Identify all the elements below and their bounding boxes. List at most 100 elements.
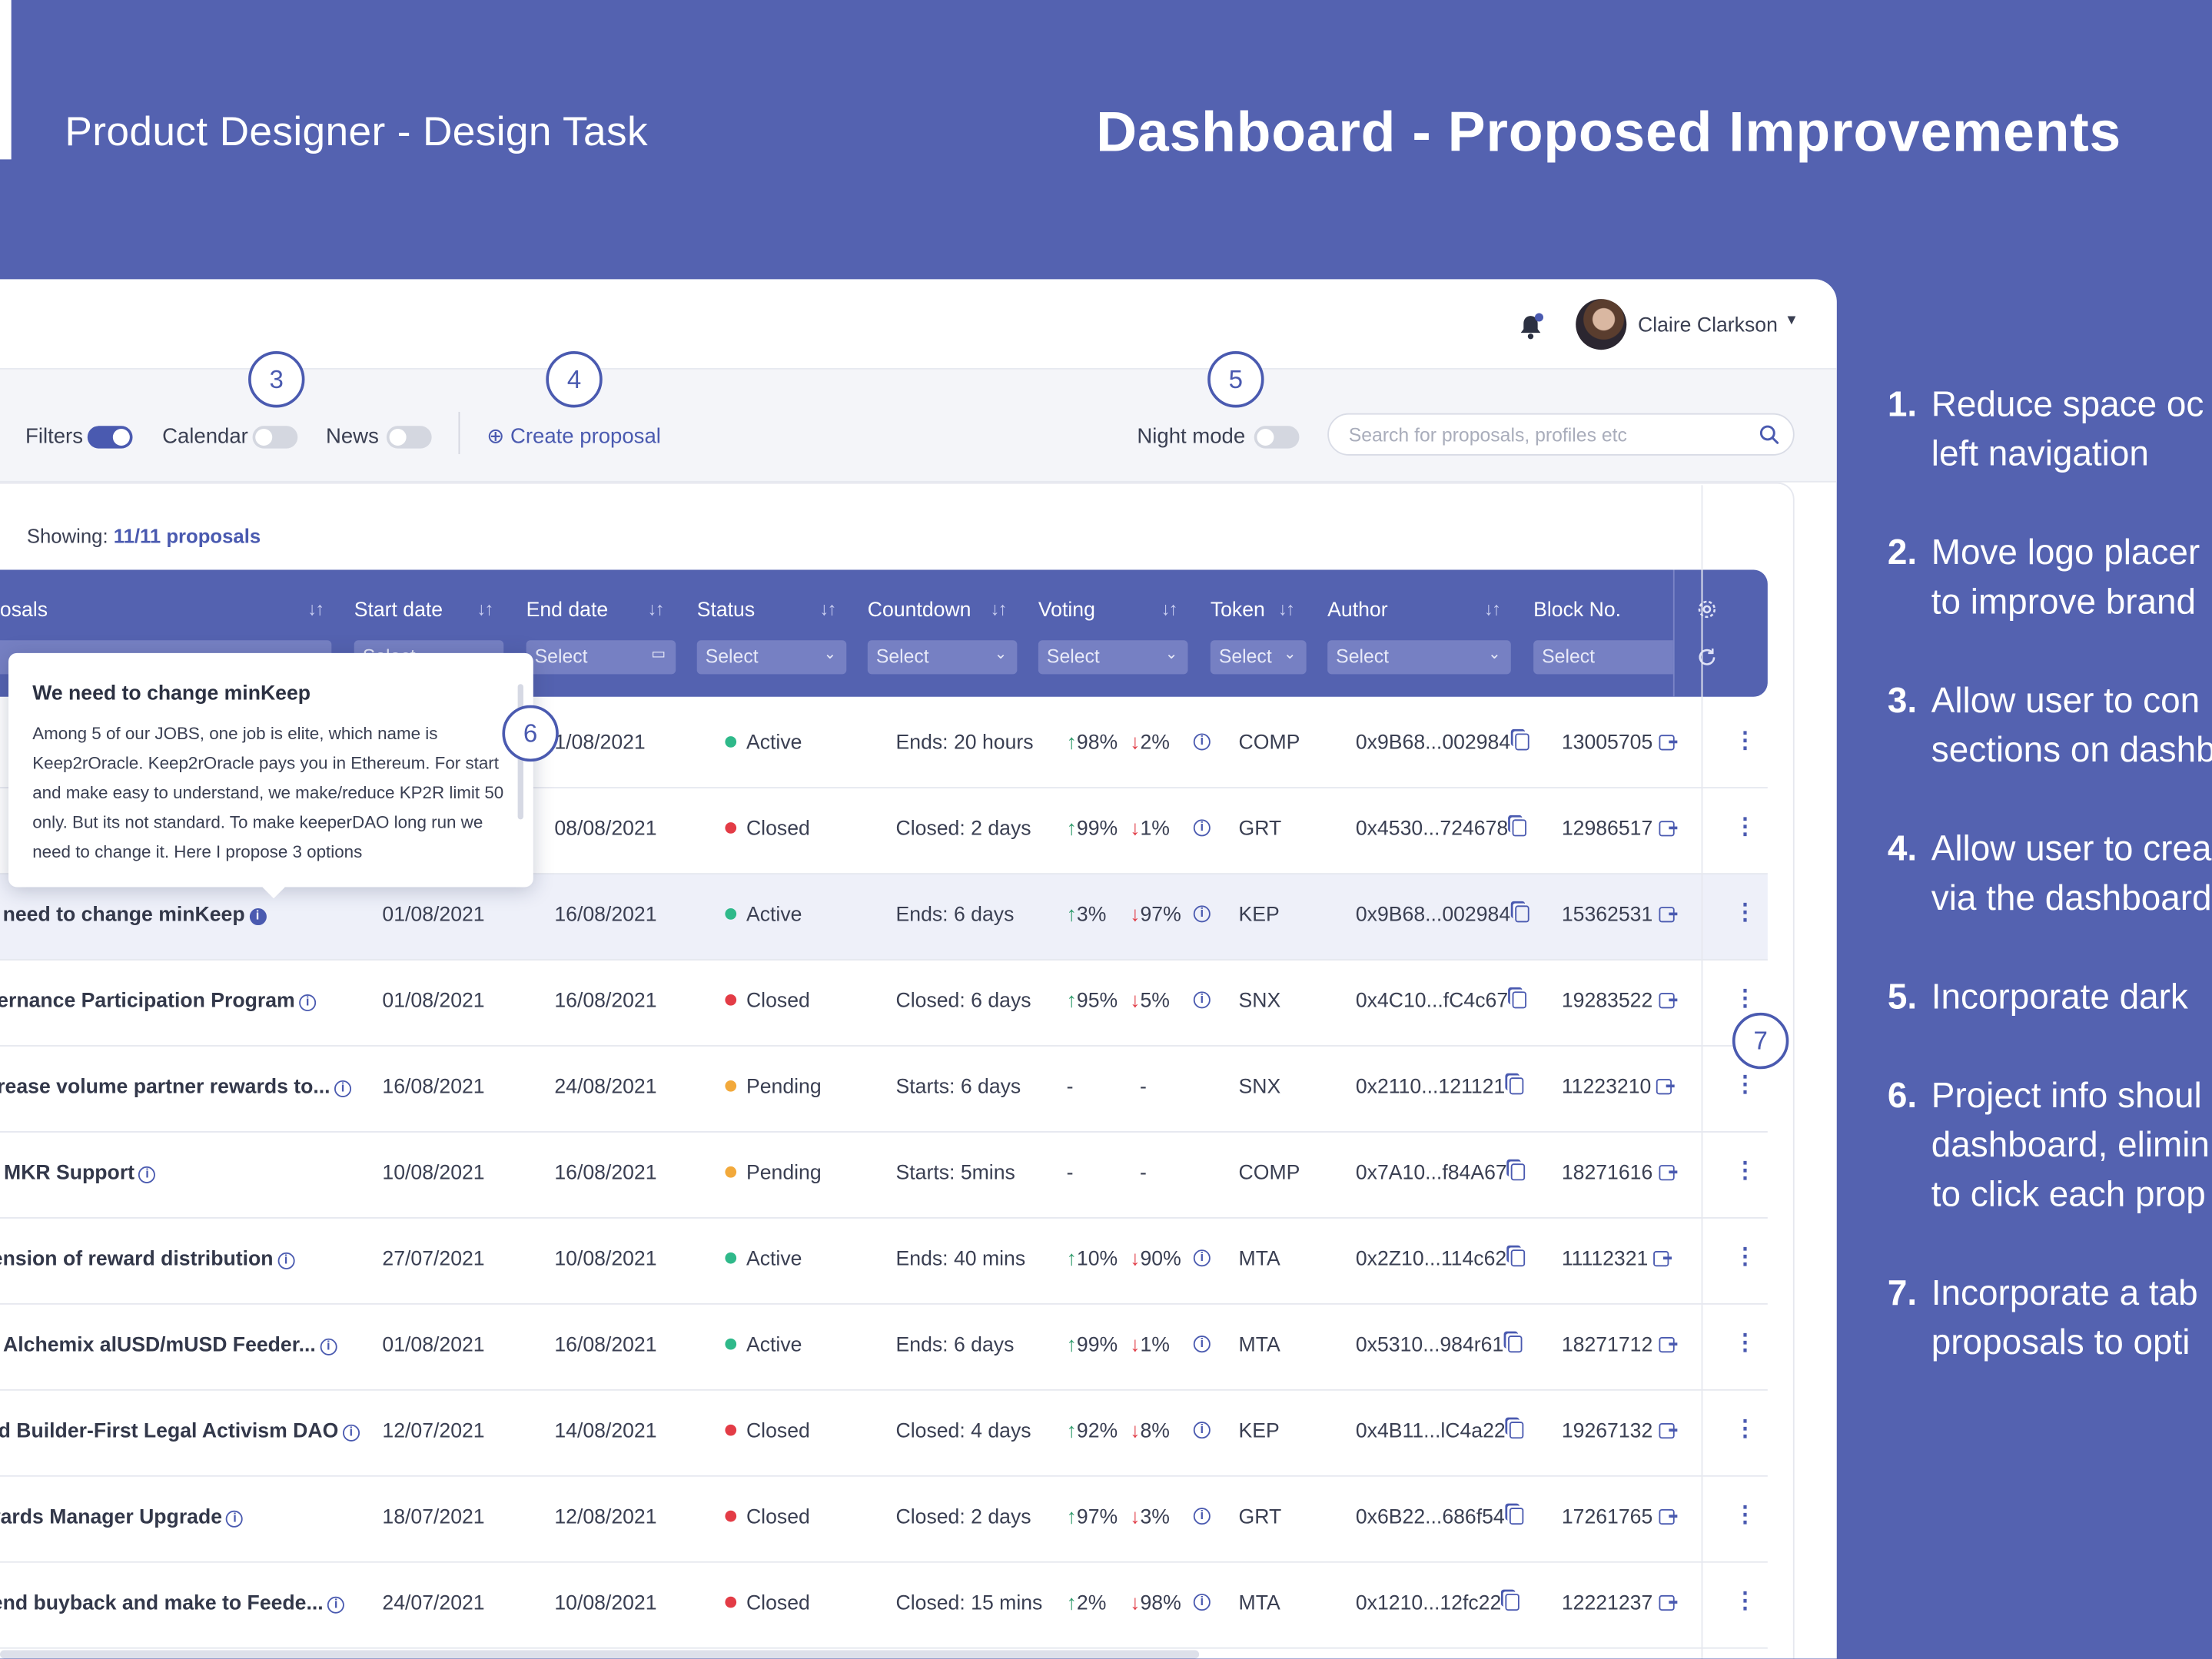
avatar[interactable]	[1576, 299, 1627, 350]
col-block-no[interactable]: Block No.	[1533, 599, 1622, 622]
search-box[interactable]	[1327, 413, 1795, 456]
info-icon[interactable]: i	[1193, 1594, 1211, 1611]
author-filter[interactable]: Select ⌄	[1327, 640, 1511, 675]
table-row[interactable]: 1/08/2021 Active Ends: 20 hours ↑98% ↓2% i COM…	[0, 702, 1768, 789]
horizontal-scrollbar[interactable]	[0, 1650, 1200, 1659]
col-proposals[interactable]: roposals	[0, 599, 48, 622]
copy-icon[interactable]	[1507, 1335, 1523, 1353]
row-menu-icon[interactable]: ⋮	[1733, 1073, 1757, 1097]
copy-icon[interactable]	[1509, 1077, 1524, 1095]
user-name[interactable]: Claire Clarkson	[1637, 314, 1778, 337]
search-icon[interactable]	[1758, 423, 1780, 446]
block-filter[interactable]: Select	[1533, 640, 1673, 675]
token-filter[interactable]: Select ⌄	[1210, 640, 1307, 675]
sort-icon[interactable]: ↓↑	[307, 598, 324, 619]
col-voting[interactable]: Voting	[1038, 599, 1095, 622]
sort-icon[interactable]: ↓↑	[477, 598, 493, 619]
proposal-name[interactable]: overnance Participation Program	[0, 990, 295, 1013]
row-menu-icon[interactable]: ⋮	[1733, 1589, 1757, 1614]
copy-icon[interactable]	[1512, 991, 1526, 1009]
info-icon[interactable]: i	[327, 1596, 345, 1614]
table-row[interactable]: dd Alchemix alUSD/mUSD Feeder... i 01/08/2…	[0, 1305, 1768, 1391]
create-proposal-button[interactable]: ⊕ Create proposal	[487, 423, 661, 448]
row-menu-icon[interactable]: ⋮	[1733, 728, 1757, 754]
info-icon[interactable]: i	[342, 1424, 360, 1442]
voting-filter[interactable]: Select ⌄	[1038, 640, 1188, 675]
row-menu-icon[interactable]: ⋮	[1733, 815, 1757, 840]
external-link-icon[interactable]	[1658, 821, 1677, 837]
copy-icon[interactable]	[1510, 1249, 1526, 1267]
col-status[interactable]: Status	[696, 599, 756, 622]
row-menu-icon[interactable]: ⋮	[1733, 1417, 1757, 1442]
sort-icon[interactable]: ↓↑	[1277, 598, 1295, 619]
info-icon[interactable]: i	[299, 994, 317, 1012]
col-author[interactable]: Author	[1327, 599, 1388, 622]
table-row[interactable]: xtension of reward distribution i 27/07/20…	[0, 1219, 1768, 1305]
proposal-name[interactable]: dd MKR Support	[0, 1162, 135, 1185]
info-icon[interactable]: i	[320, 1338, 337, 1355]
row-menu-icon[interactable]: ⋮	[1733, 1331, 1757, 1355]
sort-icon[interactable]: ↓↑	[1161, 598, 1178, 619]
proposal-name[interactable]: und Builder-First Legal Activism DAO	[0, 1420, 339, 1443]
copy-icon[interactable]	[1514, 905, 1529, 923]
user-menu-chevron-icon[interactable]: ▼	[1784, 313, 1799, 329]
refresh-icon[interactable]	[1696, 646, 1718, 669]
sort-icon[interactable]: ↓↑	[1483, 598, 1501, 619]
table-row[interactable]: ncrease volume partner rewards to... i 16/…	[0, 1047, 1768, 1133]
row-menu-icon[interactable]: ⋮	[1733, 901, 1757, 926]
proposal-name[interactable]: ncrease volume partner rewards to...	[0, 1076, 330, 1099]
table-row[interactable]: overnance Participation Program i 01/08/20…	[0, 961, 1768, 1047]
external-link-icon[interactable]	[1658, 907, 1677, 923]
end-date-filter[interactable]: Select ▭	[526, 640, 676, 675]
night-mode-toggle[interactable]	[1254, 426, 1300, 449]
row-menu-icon[interactable]: ⋮	[1733, 987, 1757, 1012]
copy-icon[interactable]	[1505, 1594, 1520, 1611]
proposal-name[interactable]: ewards Manager Upgrade	[0, 1506, 223, 1529]
external-link-icon[interactable]	[1658, 1422, 1677, 1439]
filters-toggle[interactable]	[87, 426, 133, 449]
info-icon[interactable]: i	[249, 908, 267, 926]
notification-bell-icon[interactable]	[1516, 313, 1545, 341]
status-filter[interactable]: Select ⌄	[696, 640, 847, 675]
gear-icon[interactable]	[1696, 598, 1718, 620]
table-row[interactable]: Ve need to change minKeep i 01/08/2021 16/0…	[0, 874, 1768, 961]
external-link-icon[interactable]	[1658, 735, 1677, 751]
table-row[interactable]: und Builder-First Legal Activism DAO i 12/…	[0, 1391, 1768, 1477]
info-icon[interactable]: i	[277, 1252, 295, 1269]
row-menu-icon[interactable]: ⋮	[1733, 1159, 1757, 1183]
copy-icon[interactable]	[1511, 1163, 1526, 1181]
info-icon[interactable]: i	[334, 1080, 352, 1097]
proposal-name[interactable]: xtend buyback and make to Feede...	[0, 1592, 324, 1615]
info-icon[interactable]: i	[226, 1510, 244, 1528]
info-icon[interactable]: i	[1193, 733, 1211, 751]
info-icon[interactable]: i	[1193, 1422, 1211, 1439]
copy-icon[interactable]	[1510, 1422, 1524, 1439]
search-input[interactable]	[1348, 421, 1744, 447]
table-row[interactable]: ewards Manager Upgradei18/07/202112/08/2…	[0, 1477, 1768, 1563]
countdown-filter[interactable]: Select ⌄	[867, 640, 1018, 675]
info-icon[interactable]: i	[138, 1166, 156, 1183]
info-icon[interactable]: i	[1193, 1335, 1211, 1353]
col-end-date[interactable]: End date	[526, 599, 609, 622]
external-link-icon[interactable]	[1658, 993, 1677, 1009]
info-icon[interactable]: i	[1193, 819, 1211, 837]
external-link-icon[interactable]	[1658, 1337, 1677, 1353]
col-start-date[interactable]: Start date	[354, 599, 443, 622]
sort-icon[interactable]: ↓↑	[990, 598, 1007, 619]
sort-icon[interactable]: ↓↑	[647, 598, 664, 619]
external-link-icon[interactable]	[1658, 1508, 1677, 1525]
row-menu-icon[interactable]: ⋮	[1733, 1245, 1757, 1269]
news-toggle[interactable]	[386, 426, 432, 449]
info-icon[interactable]: i	[1193, 1249, 1211, 1267]
info-icon[interactable]: i	[1193, 905, 1211, 923]
calendar-toggle[interactable]	[252, 426, 298, 449]
col-countdown[interactable]: Countdown	[867, 599, 971, 622]
external-link-icon[interactable]	[1656, 1079, 1676, 1095]
proposal-name[interactable]: Ve need to change minKeep	[0, 904, 245, 927]
external-link-icon[interactable]	[1653, 1251, 1672, 1267]
table-row[interactable]: xtend buyback and make to Feede... i 24/07…	[0, 1563, 1768, 1649]
copy-icon[interactable]	[1509, 1508, 1523, 1525]
info-icon[interactable]: i	[1193, 991, 1211, 1009]
